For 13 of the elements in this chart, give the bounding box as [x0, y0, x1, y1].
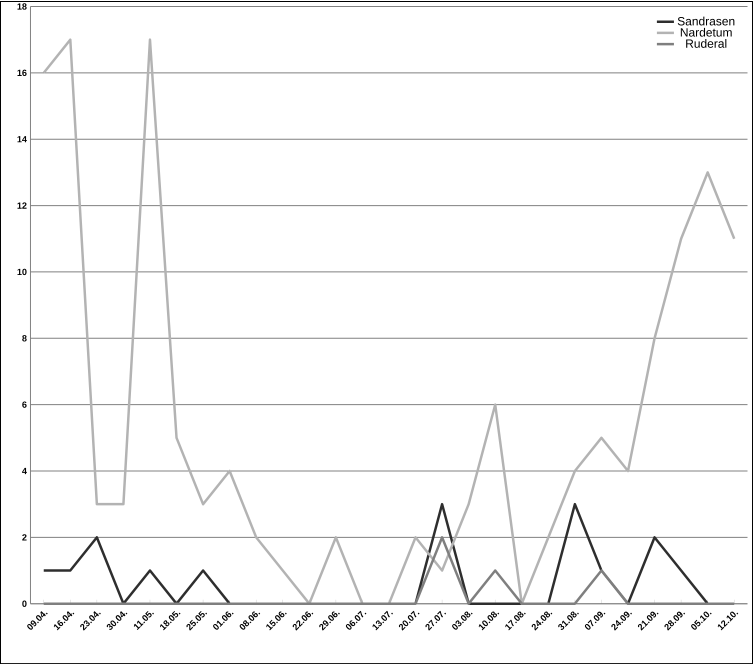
y-tick-label: 18: [18, 3, 27, 10]
y-tick-label: 8: [22, 335, 27, 342]
y-tick-label: 2: [22, 534, 27, 540]
y-tick-label: 12: [18, 202, 27, 209]
y-tick-label: 4: [22, 468, 27, 474]
y-tick-label: 14: [18, 136, 27, 142]
legend-label: Ruderal: [686, 38, 726, 48]
y-tick-label: 16: [18, 70, 27, 76]
legend-label: Nardetum: [680, 28, 732, 37]
y-tick-label: 6: [22, 401, 27, 408]
legend-label: Sandrasen: [678, 16, 734, 26]
y-tick-label: 10: [18, 268, 27, 276]
y-tick-label: 0: [22, 600, 27, 607]
